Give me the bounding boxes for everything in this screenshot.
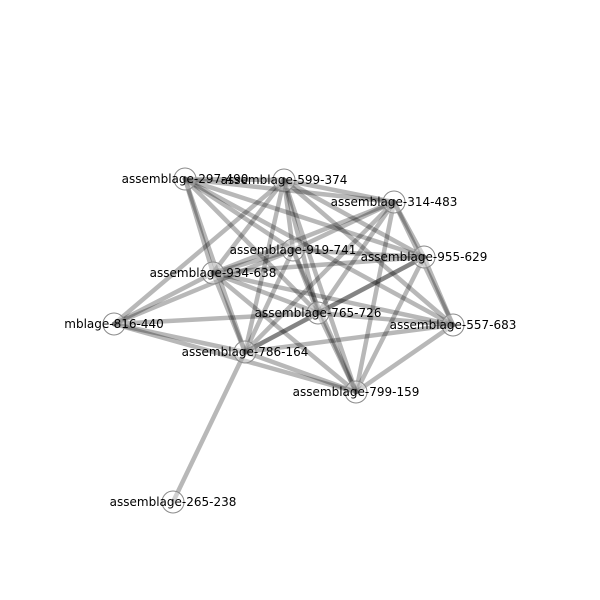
edge-n599-n786 xyxy=(242,177,287,355)
edge-n599-n919 xyxy=(281,177,296,253)
edge-n816-n786 xyxy=(111,321,248,355)
node-circle[interactable] xyxy=(382,190,406,214)
edge-n786-n265 xyxy=(170,349,248,505)
edge-n919-n816 xyxy=(111,247,296,327)
edge-layer xyxy=(111,176,456,505)
node-n799[interactable]: assemblage-799-159 xyxy=(293,380,420,404)
node-label: assemblage-765-726 xyxy=(255,306,382,320)
node-circle[interactable] xyxy=(173,167,197,191)
edge-n599-n765 xyxy=(281,177,321,316)
node-circle[interactable] xyxy=(272,168,296,192)
node-n265[interactable]: assemblage-265-238 xyxy=(110,490,237,514)
edge-n314-n786 xyxy=(242,199,397,355)
node-label: assemblage-919-741 xyxy=(230,243,357,257)
node-n955[interactable]: assemblage-955-629 xyxy=(361,245,488,269)
edge-n314-n557 xyxy=(391,199,456,328)
node-label: assemblage-297-490 xyxy=(122,172,249,186)
edge-n297-n557 xyxy=(182,176,456,328)
edge-n297-n955 xyxy=(182,176,427,260)
edge-n816-n765 xyxy=(111,310,321,327)
edge-n297-n786 xyxy=(182,176,248,355)
edge-n765-n799 xyxy=(315,310,359,395)
node-n934[interactable]: assemblage-934-638 xyxy=(150,261,277,285)
node-n297[interactable]: assemblage-297-490 xyxy=(122,167,249,191)
node-label: assemblage-799-159 xyxy=(293,385,420,399)
node-label: assemblage-934-638 xyxy=(150,266,277,280)
edge-n314-n955 xyxy=(391,199,427,260)
node-circle[interactable] xyxy=(281,238,305,262)
edge-n919-n799 xyxy=(290,247,359,395)
edge-n599-n557 xyxy=(281,177,456,328)
edge-n599-n799 xyxy=(281,177,359,395)
edge-n314-n919 xyxy=(290,199,397,253)
node-circle[interactable] xyxy=(412,245,436,269)
node-label: assemblage-557-683 xyxy=(390,318,517,332)
edge-n557-n799 xyxy=(353,322,456,395)
node-label: assemblage-955-629 xyxy=(361,250,488,264)
edge-n297-n765 xyxy=(182,176,321,316)
edge-n297-n919 xyxy=(182,176,296,253)
node-circle[interactable] xyxy=(161,490,185,514)
edge-n786-n799 xyxy=(242,349,359,395)
node-n765[interactable]: assemblage-765-726 xyxy=(255,301,382,325)
edge-n934-n816 xyxy=(111,270,216,327)
edge-n297-n314 xyxy=(182,176,397,205)
edge-n765-n786 xyxy=(242,310,321,355)
node-label: assemblage-786-164 xyxy=(182,345,309,359)
node-circle[interactable] xyxy=(201,261,225,285)
edge-n955-n934 xyxy=(210,254,427,276)
node-label: assemblage-599-374 xyxy=(221,173,348,187)
node-n314[interactable]: assemblage-314-483 xyxy=(331,190,458,214)
node-n557[interactable]: assemblage-557-683 xyxy=(390,313,517,337)
edge-n314-n799 xyxy=(353,199,397,395)
edge-n557-n786 xyxy=(242,322,456,355)
edge-n765-n557 xyxy=(315,310,456,328)
node-circle[interactable] xyxy=(441,313,465,337)
edge-n955-n557 xyxy=(421,254,456,328)
edge-n955-n786 xyxy=(242,254,427,355)
edge-n599-n955 xyxy=(281,177,427,260)
edge-n314-n934 xyxy=(210,199,397,276)
edge-n599-n934 xyxy=(210,177,287,276)
node-label: assemblage-314-483 xyxy=(331,195,458,209)
node-label: mblage-816-440 xyxy=(64,317,163,331)
node-circle[interactable] xyxy=(306,301,330,325)
node-label: assemblage-265-238 xyxy=(110,495,237,509)
edge-n934-n765 xyxy=(210,270,321,316)
edge-n919-n786 xyxy=(242,247,296,355)
edge-n919-n934 xyxy=(210,247,296,276)
edge-n599-n314 xyxy=(281,177,397,205)
node-circle[interactable] xyxy=(102,312,126,336)
edge-n599-n816 xyxy=(111,177,287,327)
edge-n297-n599 xyxy=(182,176,287,183)
edge-n314-n765 xyxy=(315,199,397,316)
edge-n934-n557 xyxy=(210,270,456,328)
edge-n955-n765 xyxy=(315,254,427,316)
edge-n297-n934 xyxy=(182,176,216,276)
edge-n934-n799 xyxy=(210,270,359,395)
edge-n934-n786 xyxy=(210,270,248,355)
node-n786[interactable]: assemblage-786-164 xyxy=(182,340,309,364)
node-n919[interactable]: assemblage-919-741 xyxy=(230,238,357,262)
edge-n919-n955 xyxy=(290,247,427,260)
node-n816[interactable]: mblage-816-440 xyxy=(64,312,164,336)
node-n599[interactable]: assemblage-599-374 xyxy=(221,168,348,192)
edge-n816-n799 xyxy=(111,321,359,395)
node-circle[interactable] xyxy=(233,340,257,364)
edge-n955-n799 xyxy=(353,254,427,395)
node-circle[interactable] xyxy=(344,380,368,404)
